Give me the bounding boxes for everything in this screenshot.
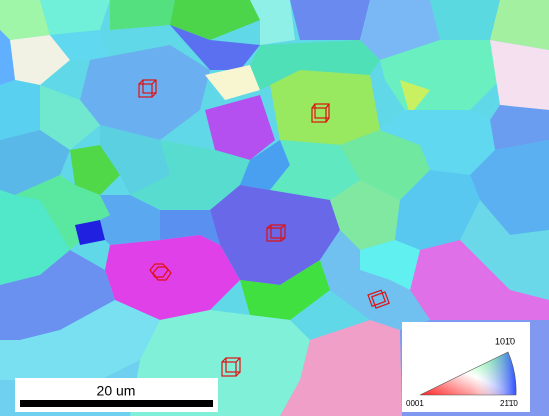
legend-top-label: 101̄0 [495, 336, 515, 346]
scale-bar: 20 um [15, 378, 218, 412]
legend-right-label: 21̄1̄0 [500, 399, 518, 408]
scale-bar-label: 20 um [97, 383, 136, 399]
scale-bar-line [20, 400, 213, 407]
unit-cells [138, 79, 390, 377]
ipf-triangle-overlay [419, 351, 517, 396]
ipf-legend: 101̄0 0001 21̄1̄0 [402, 322, 530, 412]
legend-left-label: 0001 [406, 399, 424, 408]
